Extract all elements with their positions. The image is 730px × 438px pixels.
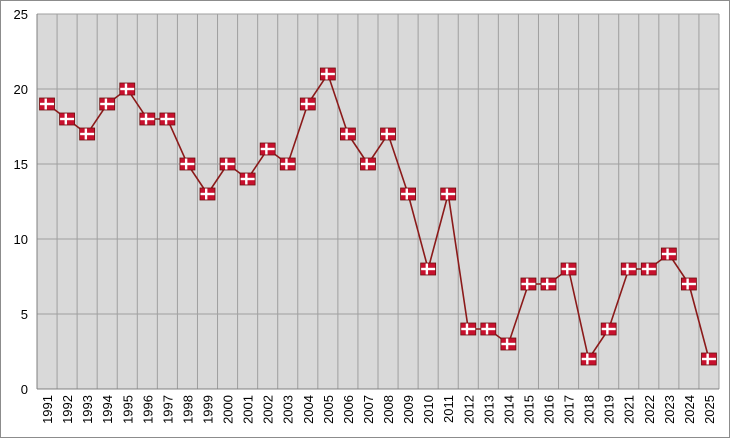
series-markers	[39, 67, 717, 366]
x-tick-label: 1998	[180, 395, 195, 424]
data-point-marker	[299, 97, 316, 111]
x-tick-label: 2019	[602, 395, 617, 424]
data-point-marker	[600, 322, 617, 336]
x-tick-label: 1992	[60, 395, 75, 424]
data-point-marker	[360, 157, 376, 171]
x-tick-label: 2004	[301, 395, 316, 424]
y-tick-label: 20	[14, 82, 28, 97]
x-tick-label: 2017	[562, 395, 577, 424]
y-tick-label: 15	[14, 157, 28, 172]
x-tick-label: 2000	[221, 395, 236, 424]
y-tick-label: 5	[21, 307, 28, 322]
y-tick-label: 25	[14, 7, 28, 22]
x-tick-label: 2006	[341, 395, 356, 424]
data-point-marker	[580, 352, 597, 366]
x-tick-label: 2012	[461, 395, 476, 424]
data-point-marker	[380, 127, 396, 141]
y-axis-ticks: 0 5 10 15 20 25	[14, 7, 28, 397]
data-point-marker	[159, 112, 176, 126]
data-point-marker	[119, 82, 136, 96]
x-tick-label: 2009	[401, 395, 416, 424]
series-line	[46, 72, 710, 361]
data-point-marker	[340, 127, 356, 141]
data-point-marker	[179, 157, 196, 171]
x-tick-label: 1994	[100, 395, 115, 424]
y-tick-label: 0	[21, 382, 28, 397]
series-line-path	[46, 72, 710, 361]
data-point-marker	[480, 322, 497, 336]
x-tick-label: 2023	[662, 395, 677, 424]
x-tick-label: 2013	[481, 395, 496, 424]
data-point-marker	[59, 112, 75, 126]
data-point-marker	[640, 262, 657, 276]
data-point-marker	[99, 97, 116, 111]
x-tick-label: 1991	[40, 395, 55, 424]
x-tick-label: 2007	[361, 395, 376, 424]
x-tick-label: 2016	[542, 395, 557, 424]
x-tick-label: 2001	[241, 395, 256, 424]
x-tick-label: 1999	[201, 395, 216, 424]
x-tick-label: 1997	[160, 395, 175, 424]
data-point-marker	[400, 187, 416, 201]
x-tick-label: 1996	[140, 395, 155, 424]
x-tick-label: 2003	[281, 395, 296, 424]
x-tick-label: 2011	[441, 395, 456, 423]
x-tick-label: 2008	[381, 395, 396, 424]
x-tick-label: 2025	[702, 395, 717, 424]
x-tick-label: 2018	[582, 395, 597, 424]
x-tick-label: 2002	[261, 395, 276, 424]
x-axis-ticks: 1991 1992 1993 1994 1995 1996 1997 1998 1999 2000…	[40, 395, 717, 424]
x-tick-label: 2021	[622, 395, 637, 424]
data-point-marker	[199, 187, 216, 201]
data-point-marker	[440, 187, 457, 201]
data-point-marker	[279, 157, 296, 171]
data-point-marker	[219, 157, 236, 171]
data-point-marker	[319, 67, 336, 81]
data-point-marker	[239, 172, 256, 186]
data-point-marker	[520, 277, 537, 291]
y-tick-label: 10	[14, 232, 28, 247]
x-tick-label: 2010	[421, 395, 436, 424]
data-point-marker	[660, 247, 677, 261]
data-point-marker	[701, 352, 717, 366]
data-point-marker	[79, 127, 96, 141]
data-point-marker	[420, 262, 437, 276]
data-point-marker	[540, 277, 557, 291]
data-point-marker	[681, 277, 697, 291]
x-tick-label: 2015	[521, 395, 536, 424]
data-point-marker	[560, 262, 577, 276]
data-point-marker	[500, 337, 517, 351]
data-point-marker	[139, 112, 156, 126]
x-tick-label: 1995	[120, 395, 135, 424]
x-tick-label: 2024	[682, 395, 697, 424]
axes	[36, 14, 719, 390]
data-point-marker	[39, 97, 55, 111]
x-tick-label: 2022	[642, 395, 657, 424]
data-point-marker	[259, 142, 276, 156]
data-point-marker	[620, 262, 637, 276]
x-tick-label: 2005	[321, 395, 336, 424]
data-point-marker	[460, 322, 477, 336]
x-tick-label: 2014	[501, 395, 516, 424]
x-tick-label: 1993	[80, 395, 95, 424]
